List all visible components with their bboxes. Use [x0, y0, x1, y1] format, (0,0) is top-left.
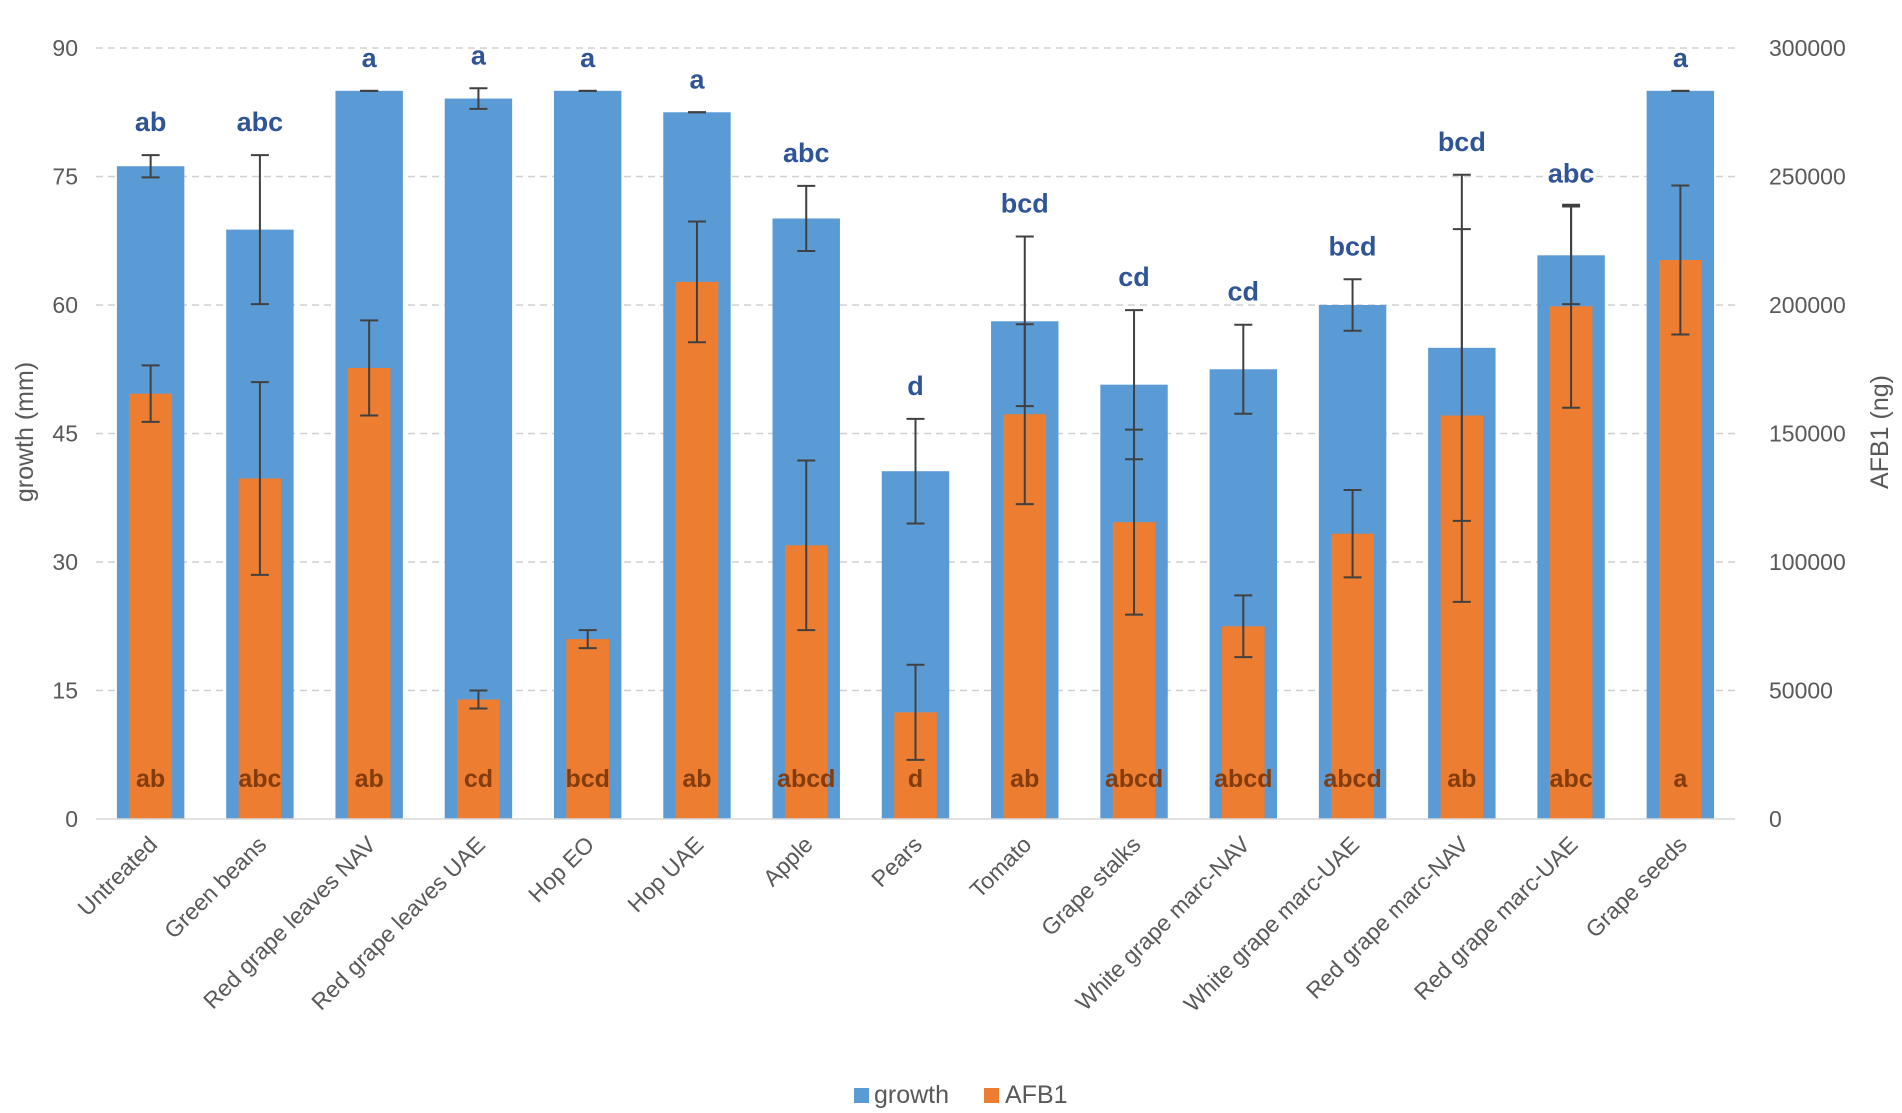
significance-letter-afb1: abc [1550, 765, 1593, 793]
y-tick-label-right: 0 [1769, 806, 1782, 832]
significance-letter-afb1: a [1673, 765, 1688, 793]
significance-letter-growth: abc [237, 107, 284, 137]
y-tick-label-right: 150000 [1769, 421, 1846, 447]
bar-afb1 [1331, 533, 1374, 819]
significance-letter-afb1: bcd [565, 765, 609, 793]
bar-afb1 [129, 393, 172, 819]
legend-label-growth: growth [874, 1081, 949, 1109]
y-axis-title-right: AFB1 (ng) [1866, 375, 1894, 489]
x-category-label: White grape marc-UAE [1179, 831, 1365, 1017]
significance-letter-growth: bcd [1329, 231, 1377, 261]
significance-letter-growth: bcd [1001, 188, 1049, 218]
significance-letters: abababcabcaabacdabcdaababcabcdddbcdabcda… [135, 40, 1689, 793]
y-tick-label-right: 300000 [1769, 35, 1846, 61]
error-bars [141, 87, 1690, 761]
x-category-label: Grape stalks [1036, 831, 1146, 941]
significance-letter-growth: a [471, 40, 487, 70]
x-category-label: Green beans [159, 831, 271, 943]
y-tick-label-left: 75 [52, 164, 78, 190]
x-category-label: Grape seeds [1580, 831, 1692, 943]
bar-afb1 [675, 281, 719, 819]
x-category-label: Hop EO [523, 831, 599, 907]
significance-letter-growth: cd [1118, 262, 1150, 292]
x-category-label: Pears [866, 831, 927, 892]
significance-letter-afb1: ab [682, 765, 711, 793]
y-tick-label-left: 30 [52, 549, 78, 575]
significance-letter-afb1: ab [136, 765, 165, 793]
significance-letter-growth: abc [1548, 158, 1595, 188]
y-tick-label-right: 100000 [1769, 549, 1846, 575]
x-category-label: Hop UAE [622, 831, 708, 917]
significance-letter-afb1: d [908, 765, 923, 793]
significance-letter-growth: ab [135, 107, 167, 137]
bars [116, 90, 1715, 820]
significance-letter-growth: a [689, 64, 705, 94]
x-category-label: White grape marc-NAV [1070, 831, 1255, 1016]
legend-swatch-afb1 [984, 1088, 999, 1103]
significance-letter-growth: bcd [1438, 127, 1486, 157]
bar-afb1 [566, 639, 610, 819]
significance-letter-growth: a [1673, 43, 1689, 73]
significance-letter-growth: d [907, 371, 924, 401]
y-axis-title-left: growth (mm) [11, 362, 39, 502]
significance-letter-afb1: abcd [1105, 765, 1163, 793]
y-tick-label-left: 90 [52, 35, 78, 61]
significance-letter-afb1: ab [1447, 765, 1476, 793]
y-tick-label-right: 250000 [1769, 164, 1846, 190]
significance-letter-afb1: abcd [1323, 765, 1381, 793]
legend: growth AFB1 [854, 1081, 1068, 1109]
bar-afb1 [457, 699, 500, 819]
bar-afb1 [1659, 260, 1702, 819]
y-tick-label-left: 60 [52, 292, 78, 318]
y-tick-label-left: 15 [52, 678, 78, 704]
y-tick-label-left: 0 [65, 806, 78, 832]
significance-letter-afb1: cd [464, 765, 493, 793]
significance-letter-growth: abc [783, 138, 830, 168]
significance-letter-afb1: ab [1010, 765, 1039, 793]
x-category-label: Tomato [965, 831, 1037, 903]
y-tick-label-left: 45 [52, 421, 78, 447]
significance-letter-growth: a [580, 43, 596, 73]
y-tick-label-right: 50000 [1769, 678, 1833, 704]
significance-letter-afb1: ab [355, 765, 384, 793]
legend-swatch-growth [854, 1088, 869, 1103]
significance-letter-afb1: abc [238, 765, 281, 793]
legend-label-afb1: AFB1 [1005, 1081, 1068, 1109]
significance-letter-growth: cd [1228, 277, 1260, 307]
significance-letter-afb1: abcd [777, 765, 835, 793]
y-tick-label-right: 200000 [1769, 292, 1846, 318]
bar-afb1 [347, 367, 391, 819]
significance-letter-growth: a [362, 43, 378, 73]
bar-afb1 [1221, 626, 1265, 819]
x-category-label: Apple [758, 831, 818, 891]
x-category-label: Untreated [72, 831, 162, 921]
significance-letter-afb1: abcd [1214, 765, 1272, 793]
